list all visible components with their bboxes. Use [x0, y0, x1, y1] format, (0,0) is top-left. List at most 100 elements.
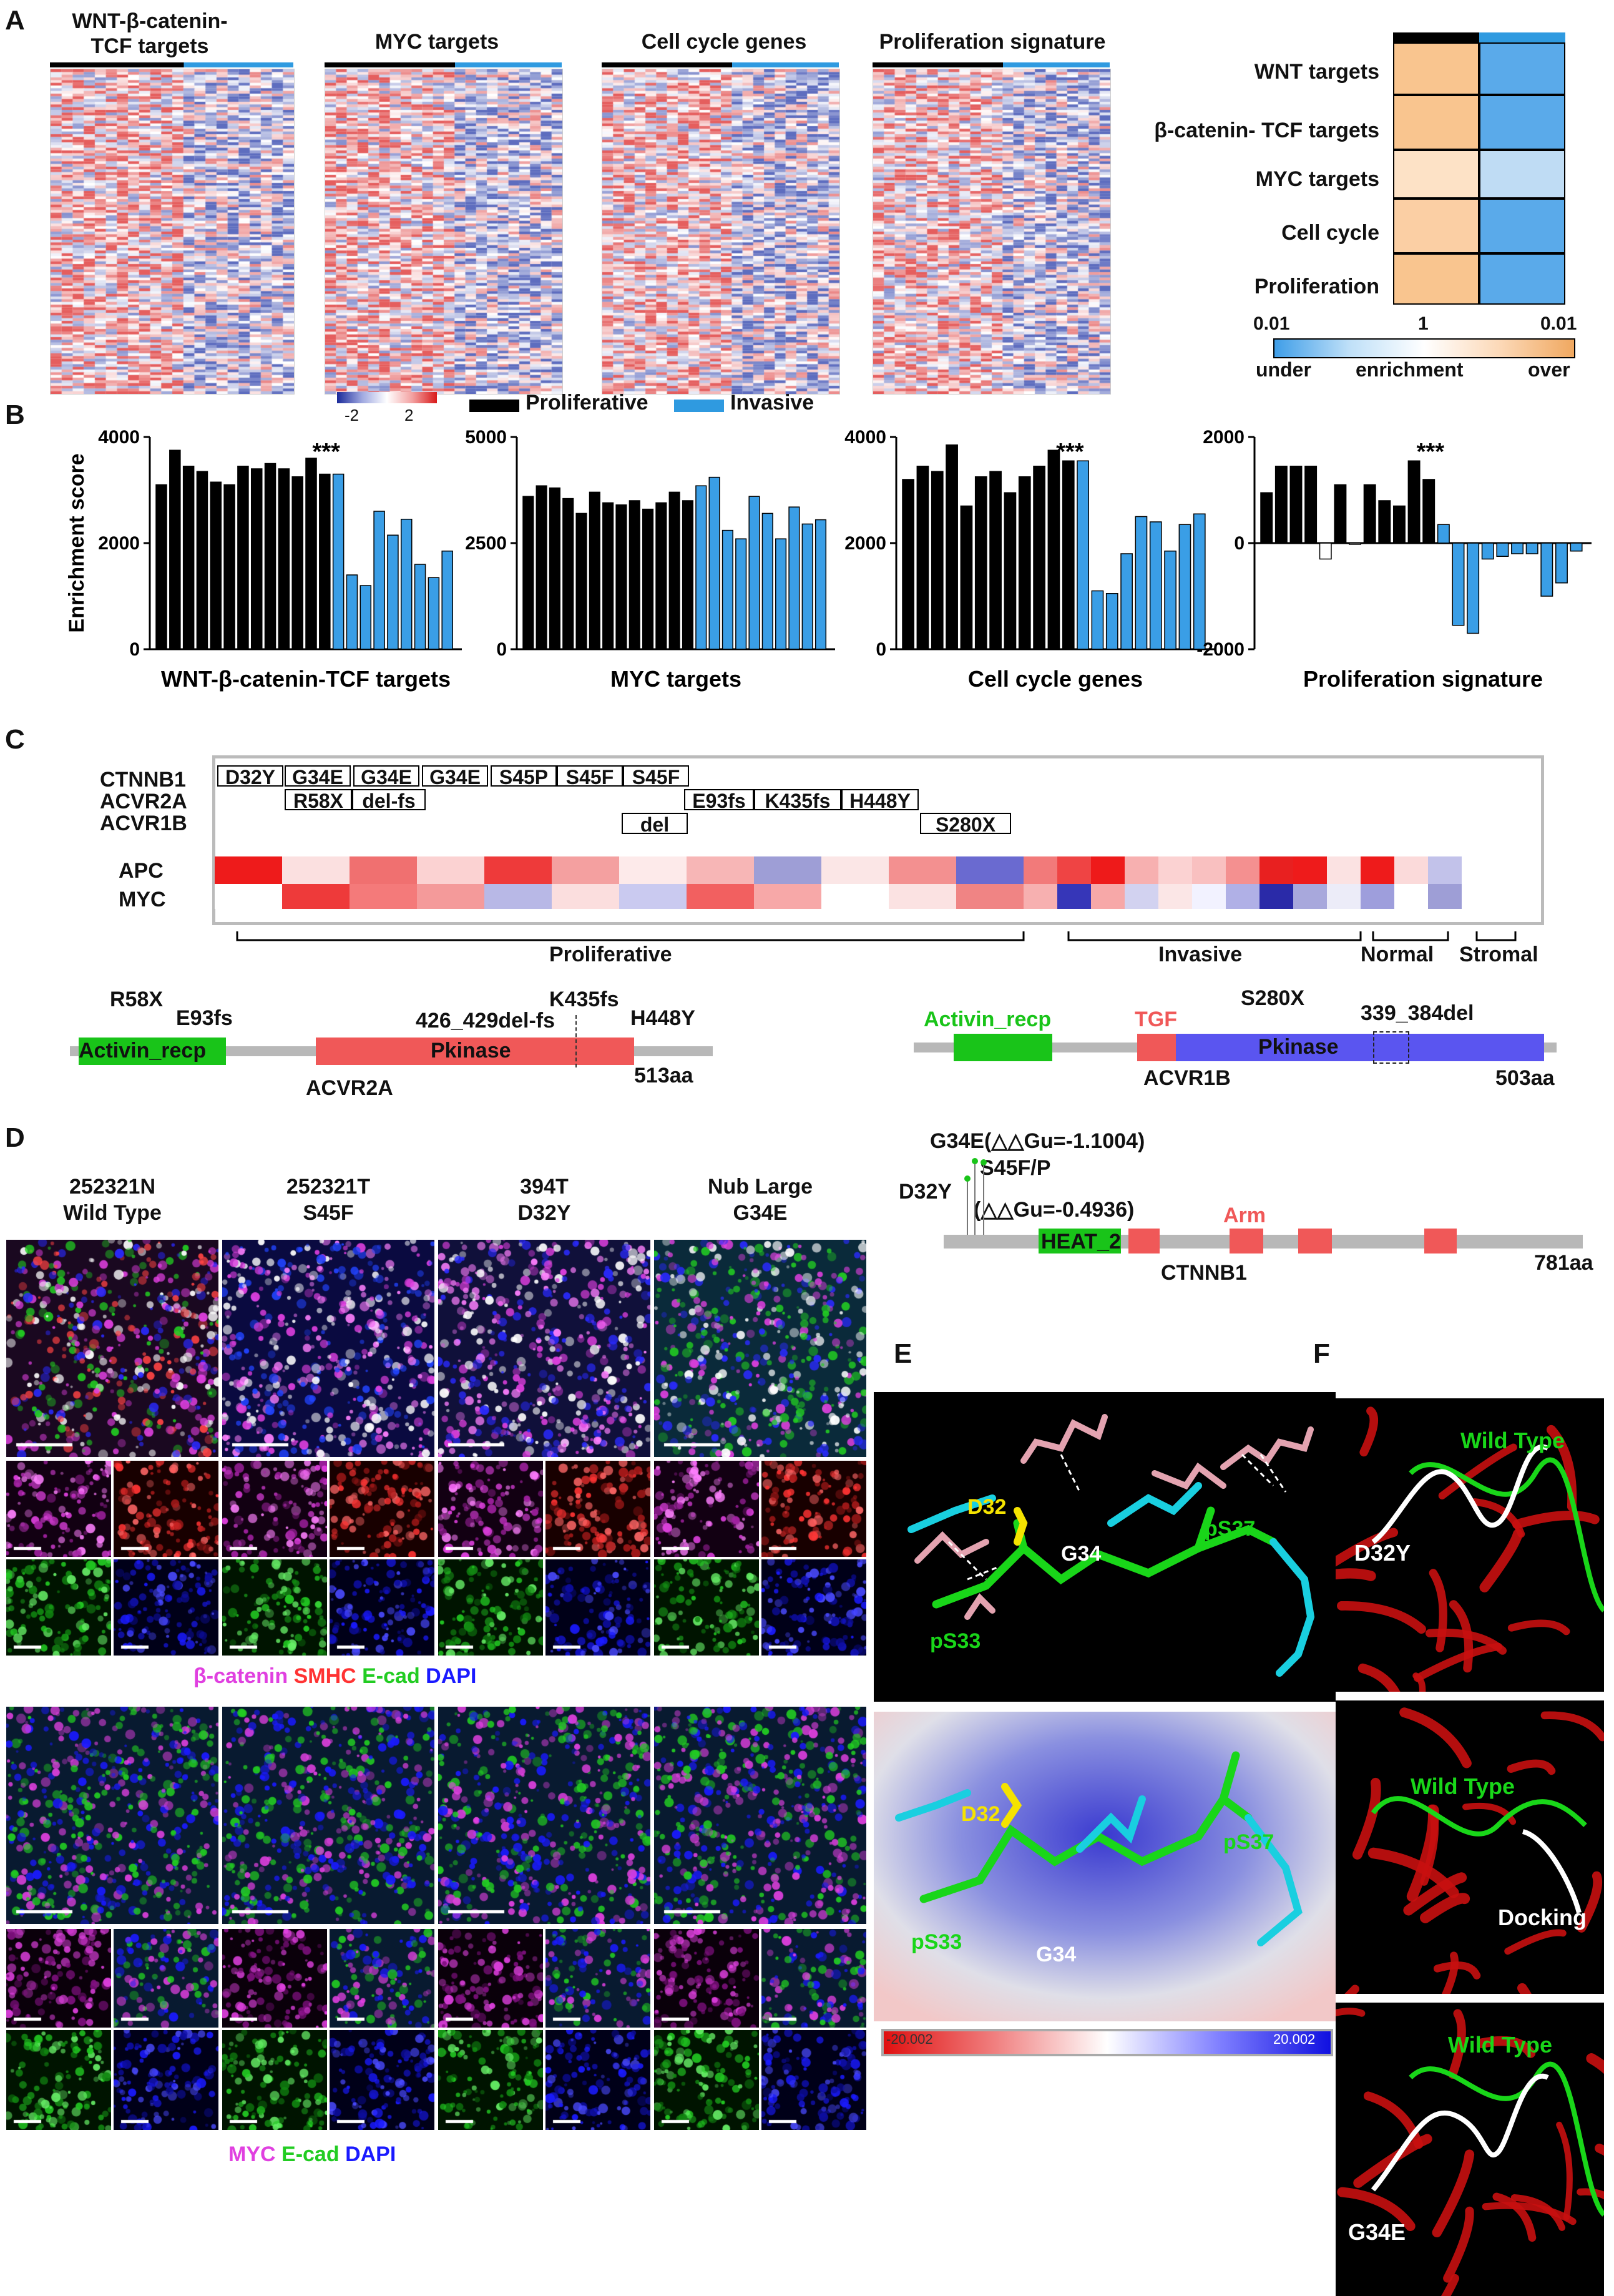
scale-over: over: [1528, 358, 1570, 381]
bar-charts: 0 2000 4000 WNT-β-catenin-TCF targets *** 0 25…: [65, 427, 1592, 692]
chart-title: MYC targets: [610, 666, 741, 692]
bar: [1496, 542, 1509, 557]
myc-cell: [889, 884, 956, 909]
y-tick-label: 0: [496, 639, 507, 660]
apc-cell: [687, 856, 754, 884]
bar: [346, 574, 358, 650]
acvr1b-domain2-label: TGF: [1135, 1008, 1177, 1031]
acvr2a-domain1-label: Activin_recp: [79, 1039, 207, 1062]
ctnnb1-length: 781aa: [1534, 1251, 1593, 1275]
bar: [319, 473, 331, 650]
heatmap-canvas: [602, 69, 840, 395]
acvr2a-mutation: H448Y: [841, 789, 919, 812]
sample-header: 394T D32Y: [438, 1174, 650, 1226]
myc-channel: [438, 1929, 543, 2028]
bar: [1135, 516, 1148, 650]
legend-dapi: DAPI: [426, 1664, 477, 1688]
dapi-channel: [330, 2030, 434, 2130]
apc-cell: [1394, 856, 1428, 884]
legend-dapi2: DAPI: [345, 2142, 396, 2166]
myc-merge-image: [438, 1707, 650, 1924]
apc-cell: [956, 856, 1024, 884]
acvr1b-domain3-label: Pkinase: [1258, 1035, 1339, 1059]
bar: [668, 491, 680, 650]
scale-left: 0.01: [1253, 313, 1290, 334]
ifs-dapi-channel: [545, 1559, 650, 1656]
bar: [602, 502, 614, 650]
ifs-bcatenin-channel: [438, 1461, 543, 1557]
bar: [196, 471, 208, 650]
enrich-row-label: WNT targets: [1254, 60, 1379, 84]
acvr2a-mutation: del-fs: [352, 789, 426, 812]
bar: [1392, 505, 1406, 544]
ifs-merge-image: [438, 1240, 650, 1457]
ifs-dapi-channel: [330, 1559, 434, 1656]
apc-cell: [1428, 856, 1462, 884]
apc-cell: [282, 856, 350, 884]
gene-acvr2a: ACVR2A: [100, 790, 187, 813]
myc-channel: [654, 1929, 759, 2028]
bar: [1525, 542, 1538, 554]
bar: [305, 458, 317, 650]
apc-cell: [1158, 856, 1192, 884]
invasive-swatch: [674, 400, 724, 412]
chart-title: WNT-β-catenin-TCF targets: [161, 666, 451, 692]
bar: [1178, 524, 1191, 650]
proliferative-swatch: [469, 400, 519, 412]
enrichment-scale: [1273, 338, 1575, 358]
ifs-dapi-channel: [114, 1559, 218, 1656]
bar: [931, 471, 944, 650]
gene-myc: MYC: [119, 888, 166, 911]
apc-cell: [552, 856, 619, 884]
myc-merge-image: [222, 1707, 434, 1924]
dapi-channel: [545, 2030, 650, 2130]
myc-ecad-dapi-channel: [114, 1929, 218, 2028]
apc-cell: [1057, 856, 1091, 884]
bar: [1304, 466, 1318, 544]
y-axis-label: Enrichment score: [65, 453, 89, 632]
acvr1b-mutation: del: [622, 813, 688, 835]
acvr2a-mut-k435fs: K435fs: [549, 988, 619, 1011]
bar: [814, 519, 827, 650]
dapi-channel: [761, 2030, 866, 2130]
ifs-merge-image: [654, 1240, 866, 1457]
label-ps37: pS37: [1205, 1517, 1255, 1541]
sample-header: 252321N Wild Type: [6, 1174, 218, 1226]
bar: [1467, 542, 1480, 634]
myc-cell: [1091, 884, 1125, 909]
y-tick-label: 2000: [1203, 427, 1245, 448]
ctnnb1-mutation: D32Y: [217, 765, 283, 788]
y-tick-label: 4000: [844, 427, 886, 448]
panel-label-d: D: [5, 1122, 25, 1153]
acvr1b-pkinase-domain: [1176, 1034, 1544, 1061]
bar: [210, 481, 222, 650]
bar: [1077, 460, 1089, 650]
myc-cell: [754, 884, 821, 909]
chart-title: Cell cycle genes: [968, 666, 1143, 692]
acvr1b-domain1-label: Activin_recp: [924, 1008, 1052, 1031]
bar: [1091, 590, 1104, 650]
ecad-channel: [438, 2030, 543, 2130]
myc-cell: [552, 884, 619, 909]
gene-acvr1b: ACVR1B: [100, 812, 187, 835]
heatmap-canvas: [325, 69, 563, 395]
bar: [989, 471, 1002, 650]
myc-cell: [1125, 884, 1158, 909]
apc-cell: [1293, 856, 1327, 884]
apc-cell: [350, 856, 417, 884]
acvr2a-mut-r58x: R58X: [110, 988, 164, 1011]
bar: [1540, 542, 1553, 597]
ctnnb1-arm-domain: [1424, 1229, 1457, 1253]
acvr1b-protein-name: ACVR1B: [1143, 1066, 1231, 1090]
dapi-channel: [114, 2030, 218, 2130]
bar: [522, 496, 534, 650]
bar: [960, 505, 973, 650]
mutant-label: Docking: [1498, 1905, 1587, 1930]
ecad-channel: [6, 2030, 111, 2130]
myc-cell: [1361, 884, 1394, 909]
bar: [278, 468, 290, 650]
group-invasive: Invasive: [1158, 943, 1243, 966]
enrich-row-label: Proliferation: [1254, 275, 1379, 298]
bar: [575, 513, 587, 650]
ctnnb1-protein-name: CTNNB1: [1161, 1261, 1247, 1285]
